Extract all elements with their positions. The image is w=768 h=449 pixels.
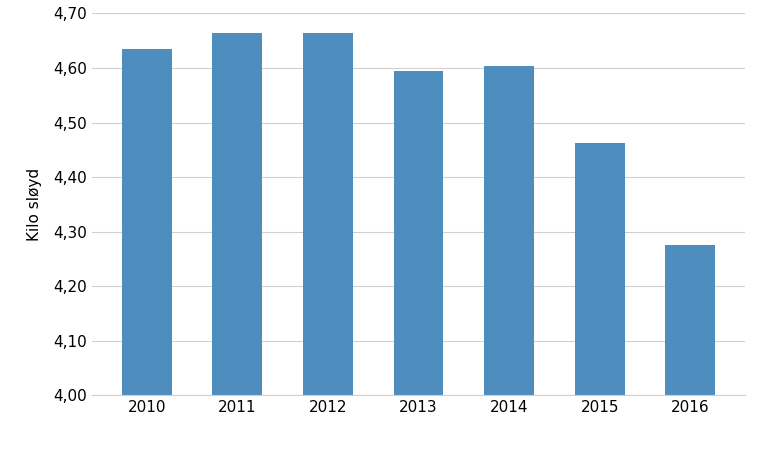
Bar [303, 32, 353, 395]
Bar [665, 245, 715, 395]
Bar [575, 143, 624, 395]
Bar [485, 66, 534, 395]
Bar [213, 32, 262, 395]
Bar [394, 71, 443, 395]
Bar [122, 49, 172, 395]
Y-axis label: Kilo sløyd: Kilo sløyd [28, 168, 42, 241]
